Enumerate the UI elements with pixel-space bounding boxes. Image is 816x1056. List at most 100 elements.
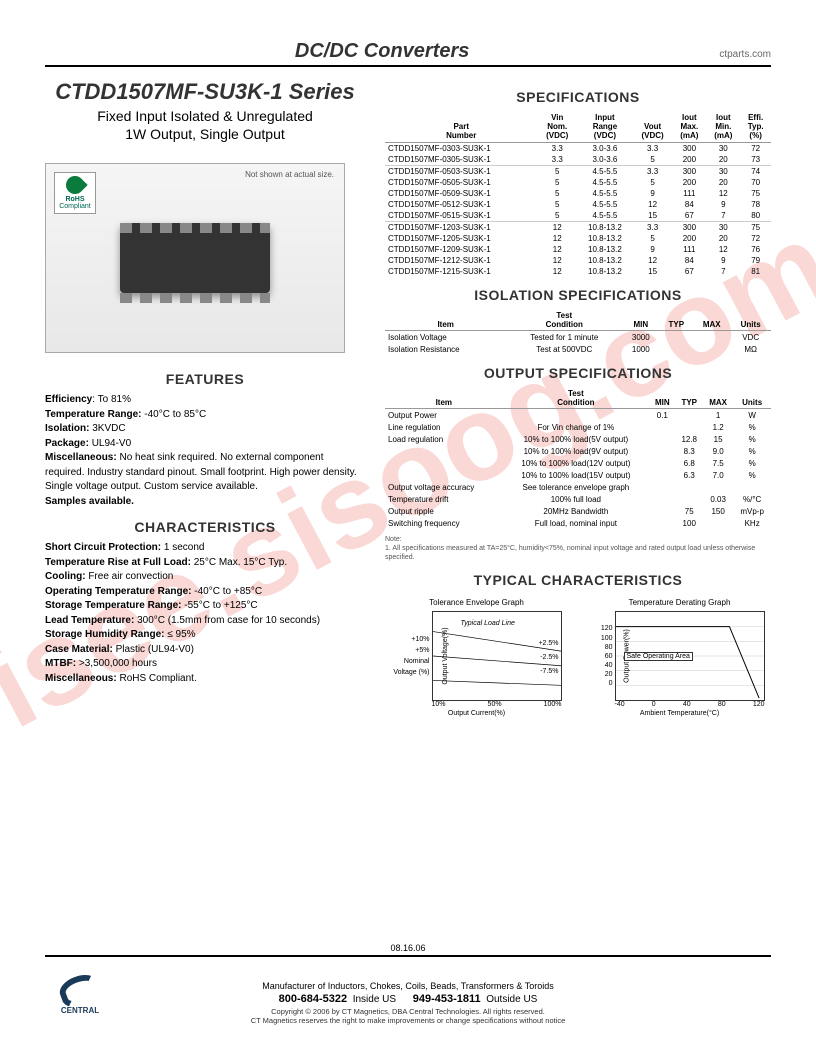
table-cell: %/°C [733, 493, 771, 505]
table-header: TYP [675, 387, 703, 409]
table-cell: 111 [672, 188, 706, 199]
table-cell [693, 343, 730, 355]
table-header: MIN [622, 309, 659, 331]
table-cell: See tolerance envelope graph [503, 481, 650, 493]
features-item: Efficiency: To 81% [45, 393, 365, 408]
table-cell: MΩ [730, 343, 771, 355]
table-cell: 4.5-5.5 [577, 199, 633, 210]
table-cell [659, 331, 693, 344]
table-cell: 30 [706, 143, 740, 155]
footer-date: 08.16.06 [45, 943, 771, 953]
isolation-heading: ISOLATION SPECIFICATIONS [385, 287, 771, 303]
table-cell: 5 [537, 177, 577, 188]
chart2-title: Temperature Derating Graph [595, 598, 765, 607]
table-cell: 100 [675, 517, 703, 529]
chart2-area: Output Power(%) Safe Operating Area [615, 611, 765, 701]
table-cell: 12 [706, 188, 740, 199]
table-cell: 12 [537, 266, 577, 277]
phone1: 800-684-5322 [279, 993, 348, 1005]
table-cell: 8.3 [675, 445, 703, 457]
table-header: IoutMin.(mA) [706, 111, 740, 143]
table-cell: CTDD1507MF-0505-SU3K-1 [385, 177, 537, 188]
table-row: CTDD1507MF-1205-SU3K-11210.8-13.25200207… [385, 233, 771, 244]
chart2-xticks: -40 0 40 80 120 [615, 701, 765, 708]
characteristics-item: MTBF: >3,500,000 hours [45, 657, 365, 672]
table-cell: 72 [740, 233, 771, 244]
table-cell: 84 [672, 255, 706, 266]
table-cell: 10.8-13.2 [577, 244, 633, 255]
c2-yt2: 80 [595, 643, 613, 652]
table-cell: 12 [633, 255, 673, 266]
features-list: Efficiency: To 81%Temperature Range: -40… [45, 393, 365, 509]
table-cell: 10% to 100% load(5V output) [503, 433, 650, 445]
table-cell: 200 [672, 233, 706, 244]
table-cell: 1000 [622, 343, 659, 355]
table-cell: Full load, nominal input [503, 517, 650, 529]
table-cell: CTDD1507MF-0509-SU3K-1 [385, 188, 537, 199]
table-cell: 3.0-3.6 [577, 154, 633, 166]
c2-in0: Safe Operating Area [624, 652, 693, 661]
table-cell: 7 [706, 266, 740, 277]
table-cell: 150 [703, 505, 733, 517]
table-cell: 12 [537, 222, 577, 234]
table-cell: 300 [672, 222, 706, 234]
c2-xt1: 0 [652, 701, 656, 708]
table-cell: 67 [672, 210, 706, 222]
table-cell: 12 [537, 233, 577, 244]
table-cell: 12 [633, 199, 673, 210]
table-cell: 3.3 [633, 222, 673, 234]
table-cell [649, 493, 675, 505]
table-cell [675, 409, 703, 422]
table-row: Line regulationFor Vin change of 1%1.2% [385, 421, 771, 433]
table-cell: CTDD1507MF-1212-SU3K-1 [385, 255, 537, 266]
table-cell: 76 [740, 244, 771, 255]
table-row: CTDD1507MF-0503-SU3K-154.5-5.53.33003074 [385, 166, 771, 178]
table-cell [649, 469, 675, 481]
characteristics-item: Miscellaneous: RoHS Compliant. [45, 672, 365, 687]
table-cell: 4.5-5.5 [577, 188, 633, 199]
table-cell: 5 [633, 177, 673, 188]
table-cell: 9.0 [703, 445, 733, 457]
table-cell [703, 481, 733, 493]
table-cell: % [733, 433, 771, 445]
table-cell: 100% full load [503, 493, 650, 505]
charts-row: Tolerance Envelope Graph +10% +5% Nomina… [385, 598, 771, 717]
table-cell: 200 [672, 177, 706, 188]
table-cell [649, 481, 675, 493]
table-cell [385, 457, 503, 469]
table-cell: Tested for 1 minute [506, 331, 622, 344]
header-url: ctparts.com [719, 49, 771, 60]
header-title: DC/DC Converters [45, 40, 719, 63]
table-cell: 67 [672, 266, 706, 277]
page-footer: 08.16.06 CENTRAL Manufacturer of Inducto… [45, 955, 771, 1027]
table-cell: 9 [633, 244, 673, 255]
table-cell [659, 343, 693, 355]
leaf-icon [62, 173, 87, 198]
table-header: TestCondition [506, 309, 622, 331]
characteristics-item: Storage Temperature Range: -55°C to +125… [45, 599, 365, 614]
table-row: Output voltage accuracySee tolerance env… [385, 481, 771, 493]
footer-copyright: Copyright © 2006 by CT Magnetics, DBA Ce… [45, 1007, 771, 1017]
table-row: Switching frequencyFull load, nominal in… [385, 517, 771, 529]
table-cell [649, 433, 675, 445]
typical-heading: TYPICAL CHARACTERISTICS [385, 572, 771, 588]
chip-illustration [120, 223, 270, 293]
derating-chart: Temperature Derating Graph 120 100 80 60… [595, 598, 765, 717]
table-cell: 81 [740, 266, 771, 277]
chart1-xlabel: Output Current(%) [392, 710, 562, 717]
table-cell: 9 [633, 188, 673, 199]
table-header: MAX [693, 309, 730, 331]
table-header: TYP [659, 309, 693, 331]
table-cell [733, 481, 771, 493]
chart2-xlabel: Ambient Temperature(°C) [595, 710, 765, 717]
table-cell: Line regulation [385, 421, 503, 433]
table-cell: 20MHz Bandwidth [503, 505, 650, 517]
table-row: Temperature drift100% full load0.03%/°C [385, 493, 771, 505]
table-header: MAX [703, 387, 733, 409]
table-cell: Output ripple [385, 505, 503, 517]
table-header: Units [733, 387, 771, 409]
table-header: InputRange(VDC) [577, 111, 633, 143]
chart1-xticks: 10% 50% 100% [432, 701, 562, 708]
table-row: Output ripple20MHz Bandwidth75150mVp-p [385, 505, 771, 517]
features-heading: FEATURES [45, 371, 365, 387]
